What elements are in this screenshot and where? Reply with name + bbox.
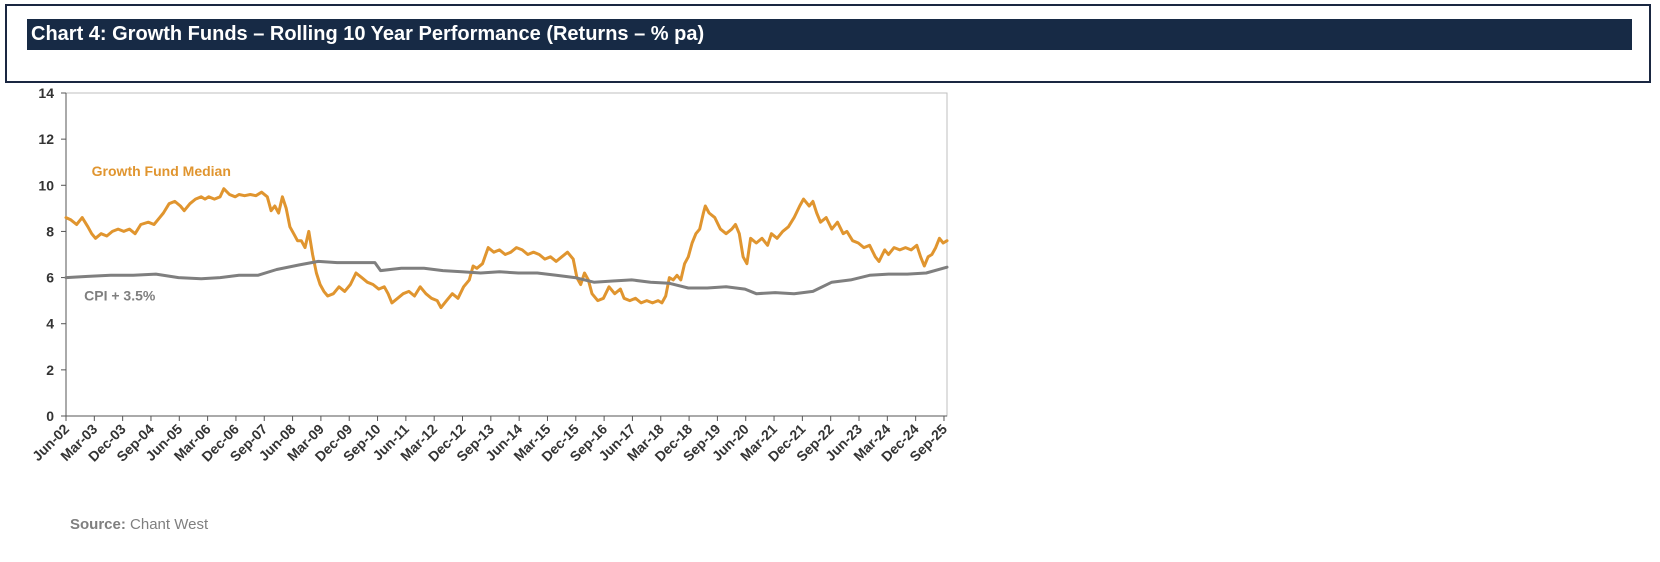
- y-tick-label: 0: [46, 408, 54, 424]
- series-line-cpi-plus-3-5: [64, 259, 949, 296]
- chart-title: Chart 4: Growth Funds – Rolling 10 Year …: [27, 19, 1632, 50]
- y-tick-label: 4: [46, 316, 54, 332]
- source-label: Source:: [70, 516, 126, 533]
- y-tick-label: 8: [46, 223, 54, 239]
- y-tick-label: 12: [38, 131, 54, 147]
- chart-title-frame: Chart 4: Growth Funds – Rolling 10 Year …: [5, 4, 1651, 83]
- source-text: Chant West: [130, 516, 209, 533]
- y-tick-label: 2: [46, 362, 54, 378]
- y-tick-label: 6: [46, 270, 54, 286]
- line-chart: 02468101214Jun-02Mar-03Dec-03Sep-04Jun-0…: [29, 85, 950, 465]
- y-tick-label: 14: [38, 85, 54, 101]
- series-line-growth-fund-median: [64, 187, 949, 310]
- annotation-cpi-plus-3-5: CPI + 3.5%: [84, 288, 156, 304]
- source-note: Source: Chant West: [70, 516, 208, 533]
- y-tick-label: 10: [38, 177, 54, 193]
- annotation-growth-fund-median: Growth Fund Median: [92, 163, 231, 179]
